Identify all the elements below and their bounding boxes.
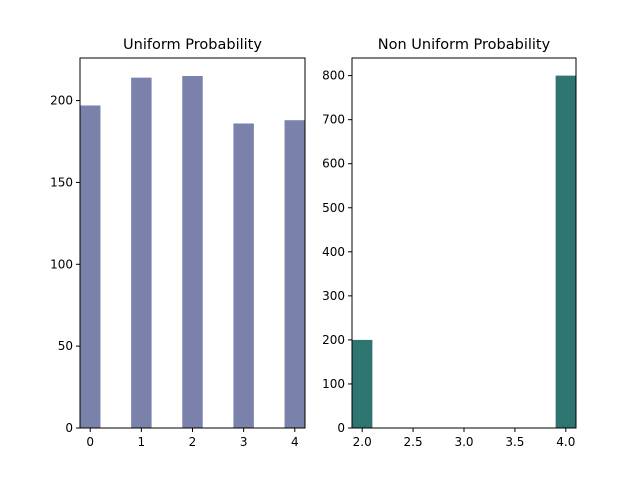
y-tick-label: 200	[50, 94, 73, 108]
x-tick-label: 3	[240, 435, 248, 449]
x-tick-label: 4	[291, 435, 299, 449]
non-uniform-probability-chart: Non Uniform Probability 2.0 2.5 3.0 3.5 4.0 0…	[322, 37, 577, 449]
y-tick-label: 300	[322, 289, 345, 303]
y-tick-label: 500	[322, 201, 345, 215]
y-tick-label: 0	[337, 421, 345, 435]
y-tick-label: 150	[50, 175, 73, 189]
x-tick-label: 2.0	[353, 435, 372, 449]
bar	[80, 105, 101, 428]
uniform-probability-chart: Uniform Probability 0 1 2 3 4 0 50 100 150 200	[50, 37, 306, 449]
axes-frame	[351, 57, 577, 429]
bar	[555, 75, 576, 428]
x-tick-label: 3.5	[505, 435, 524, 449]
y-tick-label: 600	[322, 157, 345, 171]
x-tick-label: 3.0	[454, 435, 473, 449]
x-tick-label: 4.0	[556, 435, 575, 449]
bar	[352, 339, 373, 428]
chart-title: Uniform Probability	[123, 37, 262, 53]
bar	[131, 77, 152, 428]
bar	[284, 120, 305, 428]
chart-title: Non Uniform Probability	[378, 37, 551, 53]
bar	[182, 76, 203, 428]
y-tick-label: 0	[65, 421, 73, 435]
y-tick-label: 700	[322, 113, 345, 127]
y-tick-label: 100	[322, 377, 345, 391]
y-tick-label: 800	[322, 69, 345, 83]
x-tick-label: 0	[86, 435, 94, 449]
y-tick-label: 200	[322, 333, 345, 347]
x-tick-label: 2.5	[404, 435, 423, 449]
y-tick-label: 100	[50, 257, 73, 271]
y-tick-label: 50	[58, 339, 73, 353]
y-tick-label: 400	[322, 245, 345, 259]
x-tick-label: 2	[189, 435, 197, 449]
x-tick-label: 1	[138, 435, 146, 449]
bar	[233, 123, 254, 428]
